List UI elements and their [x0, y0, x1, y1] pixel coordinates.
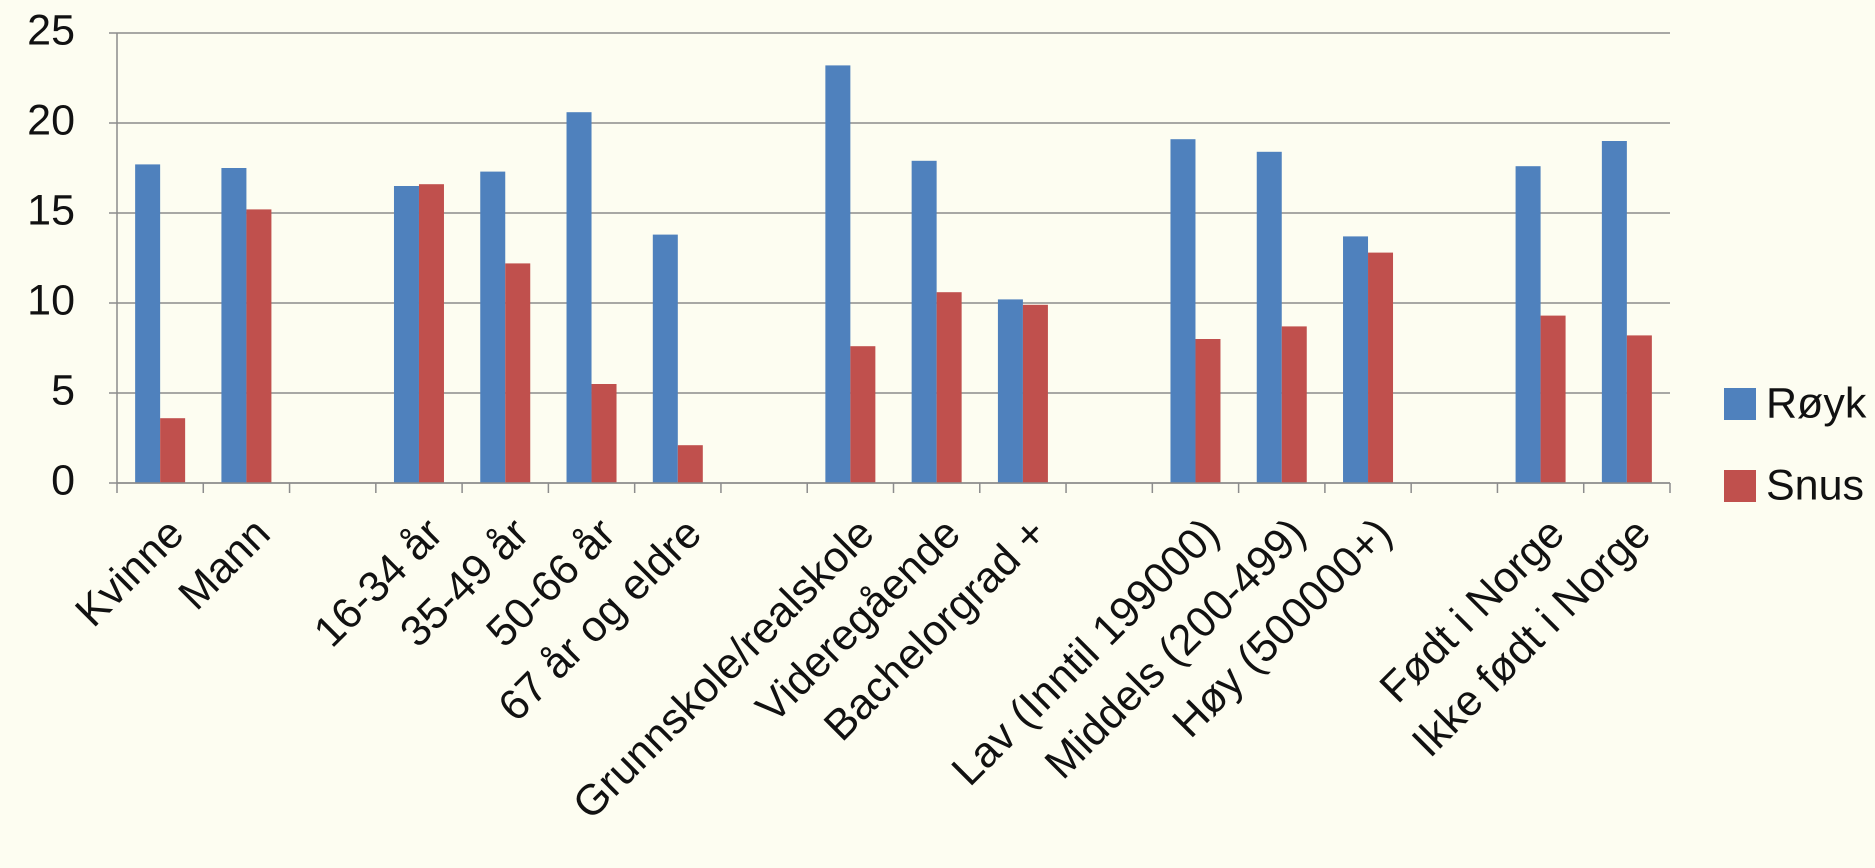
y-tick-label: 15: [27, 186, 75, 234]
bar: [221, 168, 247, 483]
bar: [1022, 304, 1048, 483]
bar: [911, 160, 937, 484]
bar: [825, 65, 851, 484]
y-tick-label: 10: [27, 276, 75, 324]
bar: [418, 184, 444, 483]
bar: [566, 112, 592, 483]
bar: [936, 292, 962, 483]
bar: [1540, 315, 1566, 483]
legend-swatch: [1724, 388, 1756, 420]
legend-label: Snus: [1766, 461, 1864, 509]
y-tick-label: 25: [27, 6, 75, 54]
bar: [677, 445, 703, 483]
bar: [135, 164, 161, 483]
legend-label: Røyk: [1766, 379, 1867, 427]
legend-swatch: [1724, 470, 1756, 502]
bar: [160, 418, 186, 483]
bar: [1256, 151, 1282, 484]
bar: [1368, 252, 1394, 483]
bar: [480, 171, 506, 483]
bar: [393, 186, 419, 483]
x-tick-label: Kvinne: [66, 509, 193, 636]
bar: [246, 209, 272, 483]
bar: [997, 299, 1023, 483]
y-tick-label: 20: [27, 96, 75, 144]
bar: [652, 234, 678, 483]
x-tick-label: Mann: [170, 509, 280, 619]
bar: [1515, 166, 1541, 483]
bar: [1601, 141, 1627, 483]
bar: [850, 346, 876, 483]
bar: [1170, 139, 1196, 483]
bar: [1626, 335, 1652, 483]
bar: [505, 263, 531, 483]
y-tick-label: 0: [51, 456, 75, 504]
bar: [591, 384, 617, 483]
bar: [1343, 236, 1369, 483]
y-tick-label: 5: [51, 366, 75, 414]
bar: [1281, 326, 1307, 483]
bar: [1195, 339, 1221, 483]
